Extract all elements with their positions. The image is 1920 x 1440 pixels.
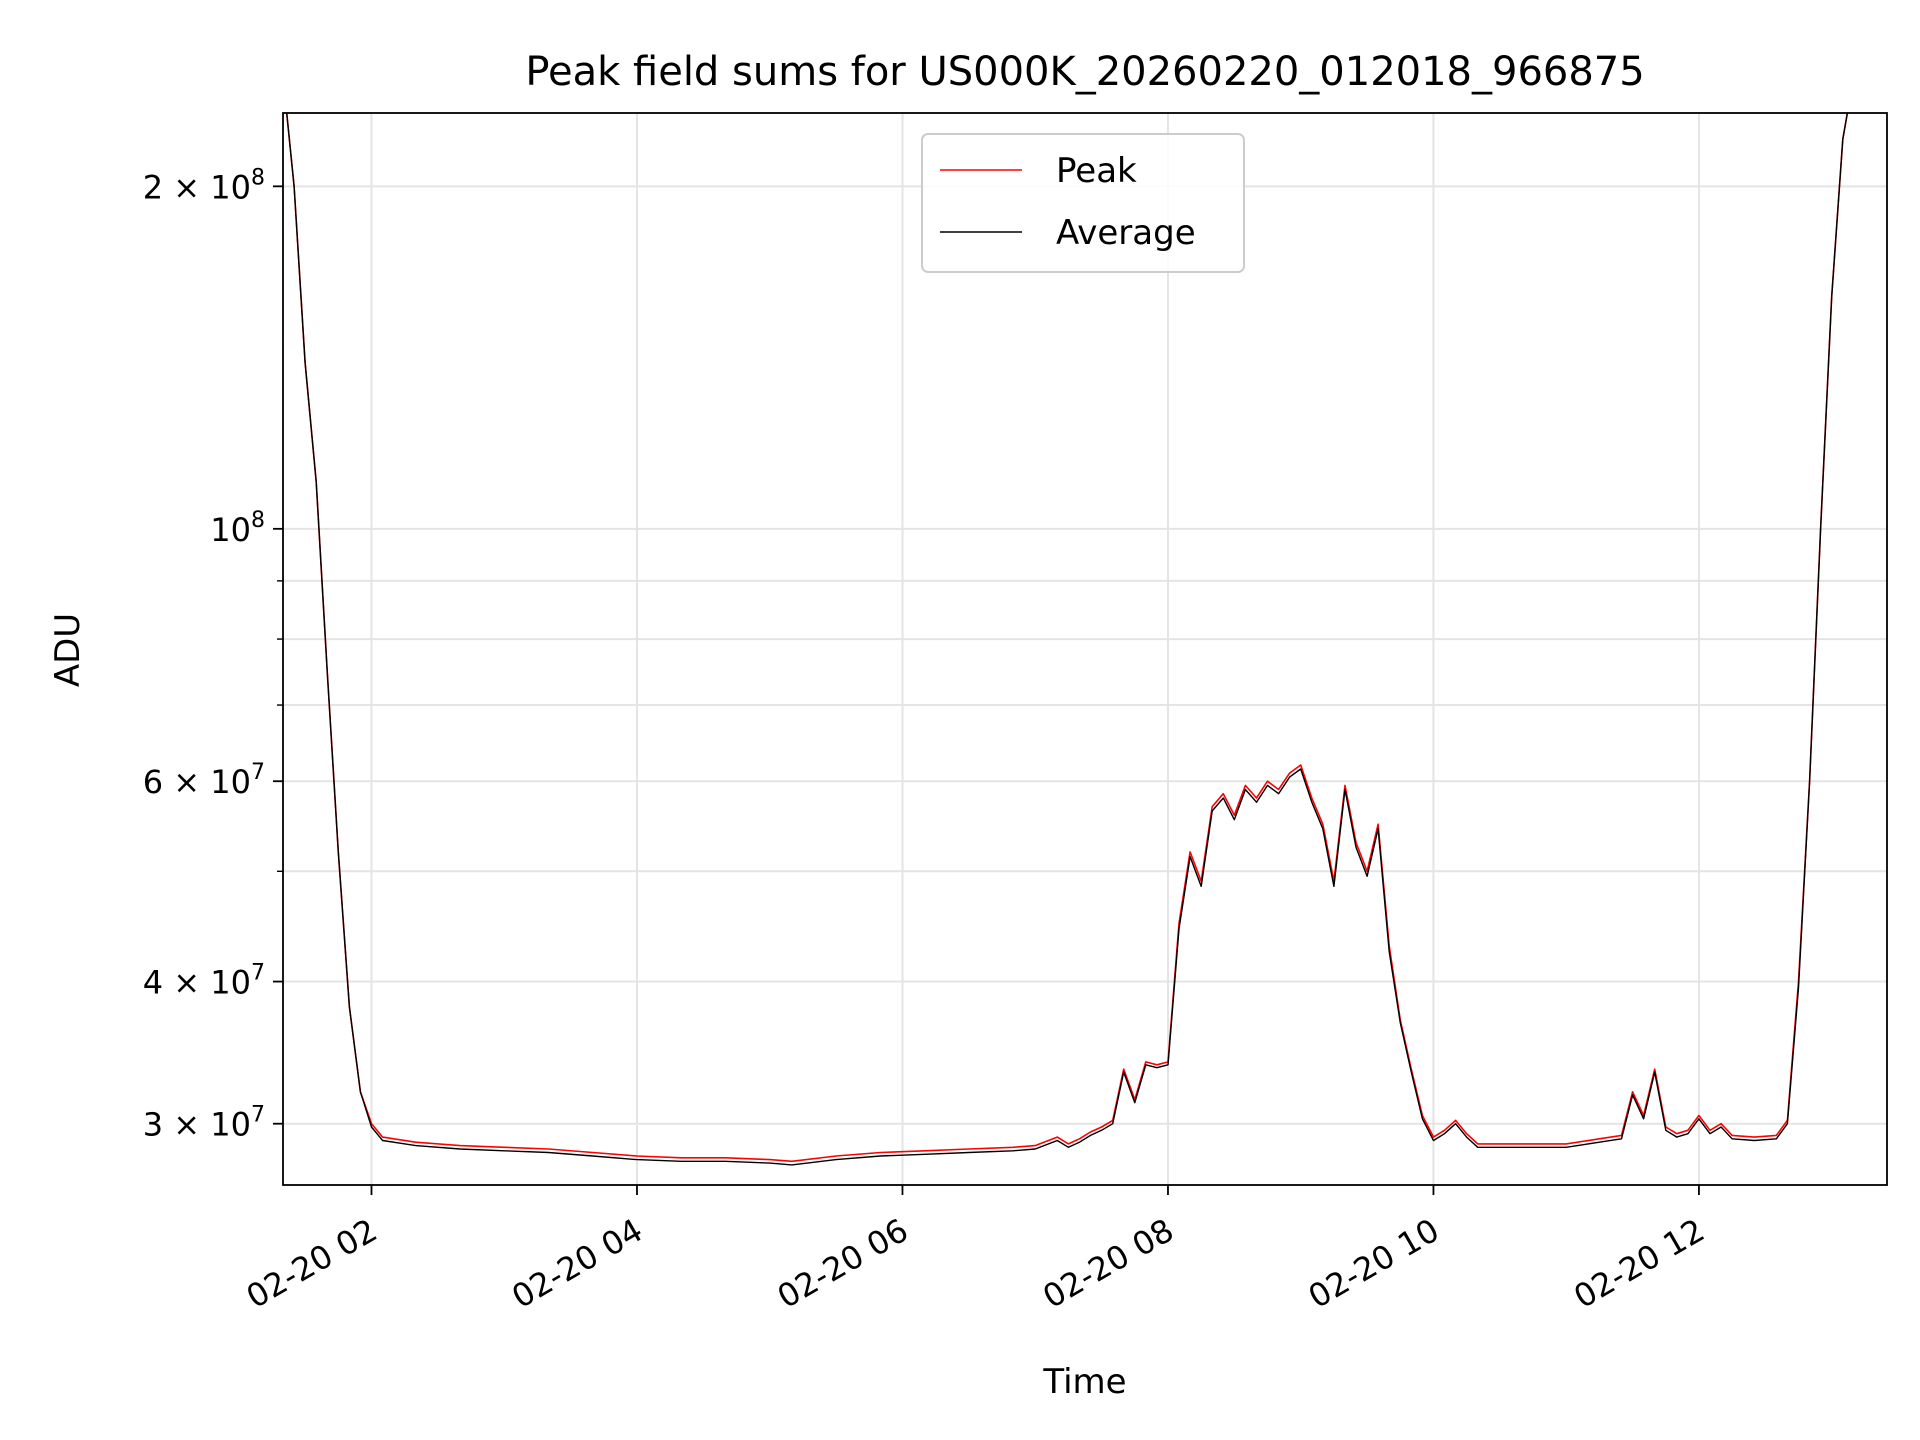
y-tick-label: 4 × 107 xyxy=(143,961,265,1002)
y-tick-label: 108 xyxy=(210,508,265,549)
chart-title: Peak field sums for US000K_20260220_0120… xyxy=(525,49,1644,95)
legend: Peak Average xyxy=(921,133,1245,273)
legend-peak-label: Peak xyxy=(1056,151,1137,191)
legend-average-label: Average xyxy=(1056,213,1196,253)
y-axis-label: ADU xyxy=(48,613,88,687)
y-tick-label: 2 × 108 xyxy=(143,165,265,206)
y-tick-label: 6 × 107 xyxy=(143,760,265,801)
legend-box xyxy=(921,133,1245,273)
y-tick-label: 3 × 107 xyxy=(143,1103,265,1144)
plot-frame xyxy=(282,112,1888,1186)
y-axis: 3 × 107 4 × 107 6 × 107 108 2 × 108 xyxy=(143,165,283,1144)
series-layer xyxy=(285,113,1849,1166)
x-axis-label: Time xyxy=(1042,1362,1126,1402)
series-line-peak xyxy=(285,113,1849,1163)
series-line-average xyxy=(286,113,1849,1166)
